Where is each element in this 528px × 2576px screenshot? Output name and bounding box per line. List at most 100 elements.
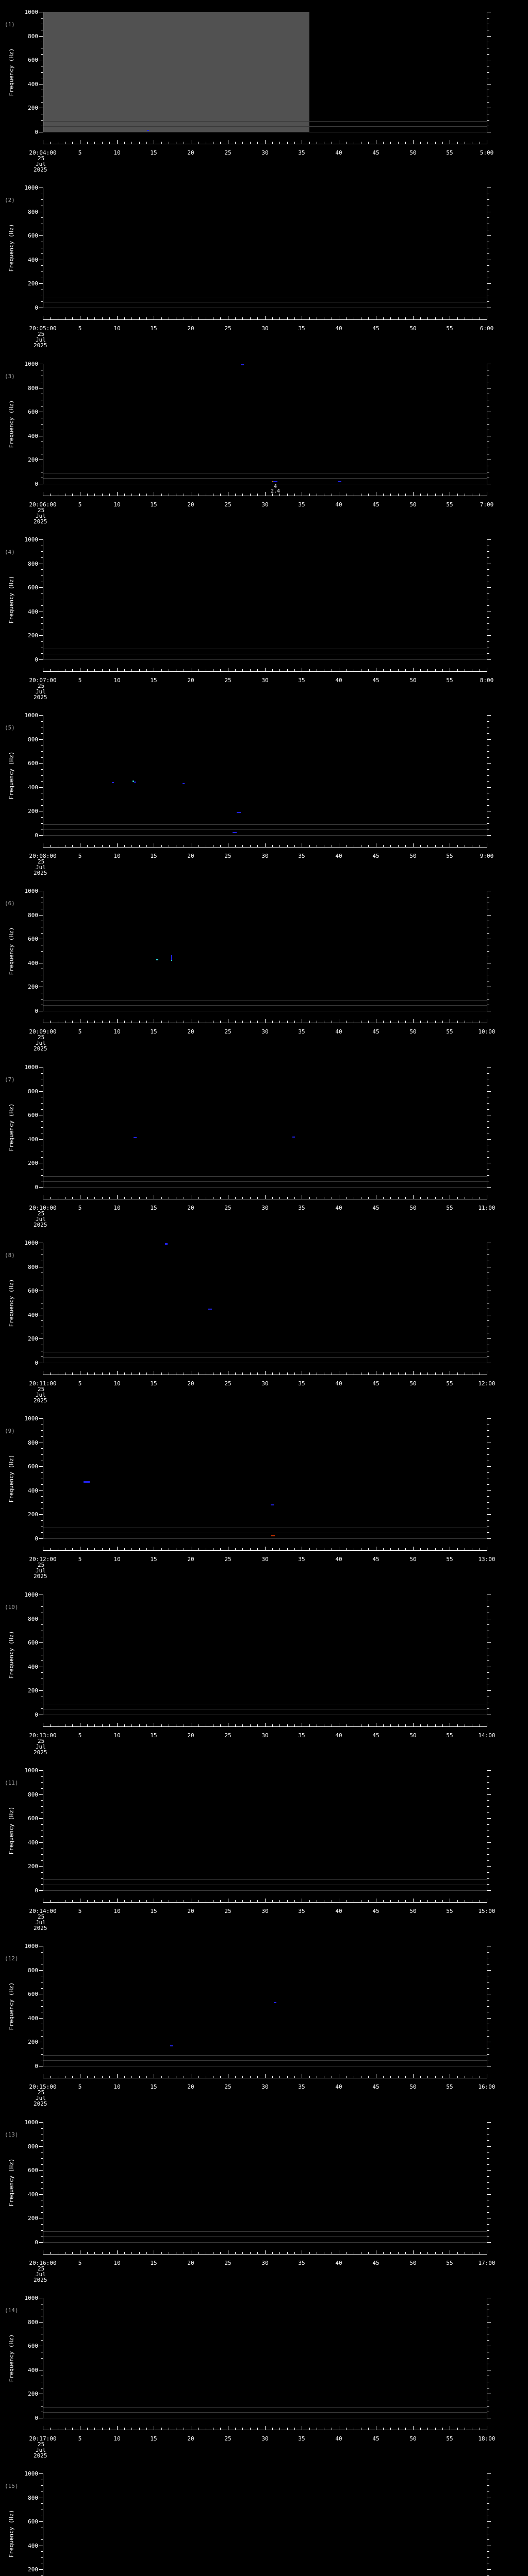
y-tick-label: 0 [35,129,38,135]
plot-area[interactable] [43,188,487,308]
x-axis-tick [117,1723,118,1726]
x-axis-tick [242,1900,243,1902]
x-axis-tick [398,2076,399,2078]
x-tick-label: 25 [224,2435,232,2442]
y-axis-tick [487,18,489,19]
y-axis-tick [487,1800,489,1801]
y-axis-title: Frequency (Hz) [8,1454,15,1502]
x-axis-tick [124,1548,125,1550]
x-tick-label: 40 [335,1732,342,1739]
y-tick-label: 200 [28,280,38,287]
x-axis-tick [287,2076,288,2078]
y-axis-tick [487,1878,489,1879]
plot-area[interactable] [43,539,487,659]
x-axis-tick [390,845,391,847]
x-tick-label: 10 [113,325,121,332]
x-axis-tick [398,1548,399,1550]
date-label: 2025 [34,1573,47,1580]
event-marker [165,1243,168,1245]
x-axis-tick [427,2252,428,2254]
x-tick-label: 5 [78,677,82,684]
y-tick-label: 1000 [24,2119,39,2126]
x-axis-tick [420,1021,421,1023]
x-axis-tick [398,1724,399,1726]
y-axis-tick [487,1538,491,1539]
y-axis-tick [41,2182,43,2183]
panel-index-label: (6) [5,900,15,907]
x-axis-tick [309,845,310,847]
plot-area[interactable] [43,2473,487,2576]
x-tick-label: 25 [224,1028,232,1035]
plot-area[interactable] [43,891,487,1011]
x-axis-tick [94,845,95,847]
plot-area[interactable] [43,2298,487,2418]
x-axis-tick [250,2428,251,2430]
x-tick-label: 5 [78,2435,82,2442]
y-axis-tick [41,1624,43,1625]
event-marker [147,130,149,131]
noise-line [43,1000,487,1001]
x-tick-label: 20 [187,853,194,859]
plot-area[interactable] [43,2122,487,2242]
spectrogram-panel: (14) Frequency (Hz) 0 200 400 600 800 1000 5 10 15… [0,2286,528,2462]
plot-area[interactable] [43,1418,487,1538]
x-axis-tick [102,1197,103,1199]
date-label: 25 [38,858,45,865]
noise-line [43,2060,487,2061]
x-axis-tick [265,1195,266,1199]
x-axis-tick [405,2252,406,2254]
x-tick-label: 55 [446,677,453,684]
plot-area[interactable] [43,1595,487,1715]
y-tick-label: 400 [28,2367,38,2374]
y-axis-tick [487,1812,489,1813]
x-axis-tick [287,2252,288,2254]
x-axis-tick [435,142,436,144]
event-marker [133,781,134,782]
x-tick-label: 50 [409,2435,417,2442]
event-marker [338,481,341,482]
y-tick-label: 800 [28,1088,38,1095]
x-axis-tick [139,1197,140,1199]
date-label: Jul [36,1567,46,1574]
y-tick-label: 200 [28,105,38,111]
plot-area[interactable] [43,1243,487,1363]
plot-area[interactable] [43,1770,487,1890]
y-axis-tick [487,587,491,588]
y-axis-tick [39,2322,43,2323]
x-axis-tick [109,2252,110,2254]
y-tick-label: 400 [28,1664,38,1670]
date-label: Jul [36,336,46,343]
plot-area[interactable] [43,1067,487,1187]
plot-bottom-line [43,1187,487,1188]
x-axis-tick [242,669,243,671]
x-tick-label: 25 [224,677,232,684]
plot-area[interactable] [43,715,487,835]
panel-index-label: (1) [5,21,15,28]
y-tick-label: 1000 [24,1415,39,1422]
x-end-time-label: 15:00 [478,1908,496,1914]
x-end-time-label: 6:00 [480,325,494,332]
x-axis-tick [139,142,140,144]
y-axis-tick [487,1472,489,1473]
x-axis-tick [124,2252,125,2254]
y-axis-tick [487,539,491,540]
plot-area[interactable] [43,364,487,484]
x-axis-tick [131,845,132,847]
y-axis-tick [487,199,489,200]
plot-area[interactable] [43,1946,487,2066]
x-axis-tick [72,494,73,496]
y-axis-tick [41,2164,43,2165]
y-axis-tick [39,1970,43,1971]
y-tick-label: 600 [28,1815,38,1822]
x-axis-tick [294,845,295,847]
x-axis-tick [427,2076,428,2078]
y-axis-tick [41,1532,43,1533]
x-axis-tick [131,1021,132,1023]
y-tick-label: 1000 [24,184,39,191]
date-label: 2025 [34,2277,47,2283]
y-axis-tick [41,933,43,934]
x-axis-tick [131,1197,132,1199]
x-axis-tick [420,1197,421,1199]
noise-line [43,829,487,830]
y-axis-tick [487,751,489,752]
